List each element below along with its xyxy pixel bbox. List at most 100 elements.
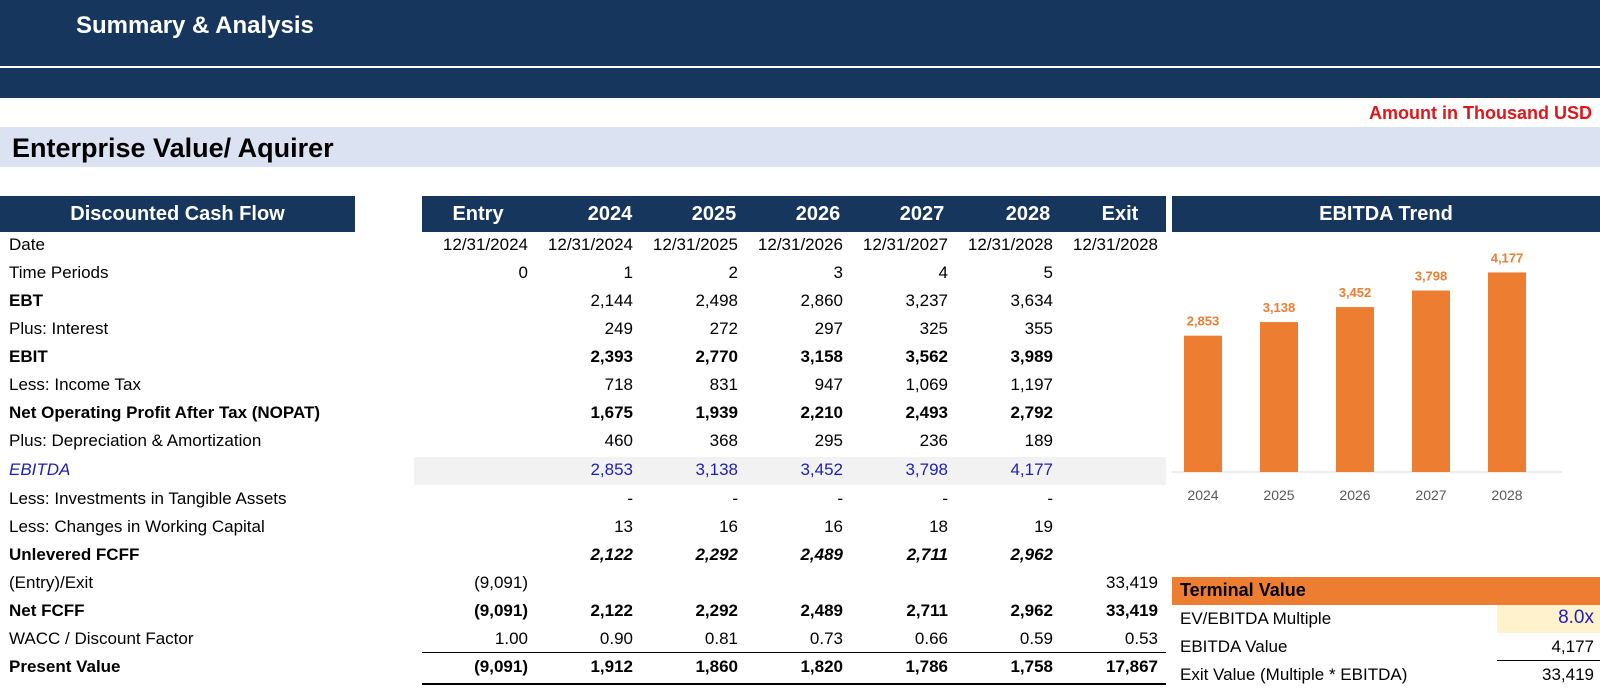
table-cell[interactable]: (9,091) [474,573,528,592]
table-cell[interactable]: 33,419 [1106,573,1158,592]
table-cell[interactable]: 189 [1024,431,1053,450]
table-cell[interactable]: 2,122 [590,545,633,564]
table-cell[interactable]: 2,144 [590,291,633,310]
table-cell[interactable]: - [627,489,633,508]
table-cell[interactable]: 2,122 [590,601,633,620]
table-cell[interactable]: 3,138 [695,460,738,479]
table-cell[interactable]: 1,786 [905,657,948,676]
bar-2025 [1260,322,1298,472]
page-title: Summary & Analysis [76,12,314,39]
table-cell[interactable]: 0.53 [1124,629,1158,648]
table-cell[interactable]: 4 [938,263,948,282]
table-cell[interactable]: 1,197 [1010,375,1053,394]
table-cell[interactable]: 2,711 [906,601,948,620]
table-cell[interactable]: (9,091) [474,601,528,620]
table-cell[interactable]: 1 [623,263,633,282]
table-cell[interactable]: 355 [1024,319,1053,338]
table-cell[interactable]: 3,237 [905,291,948,310]
tv-divider [1497,660,1600,661]
row-label: Plus: Depreciation & Amortization [9,431,262,450]
table-cell[interactable]: 1,675 [590,403,633,422]
table-cell[interactable]: 2,853 [590,460,633,479]
table-cell[interactable]: 0.90 [599,629,633,648]
table-cell[interactable]: 0.66 [914,629,948,648]
multiple-input-cell[interactable] [1497,605,1600,633]
table-cell[interactable]: 236 [919,431,948,450]
table-cell[interactable]: 0.73 [809,629,843,648]
table-row: Present Value (9,091) 1,912 1,860 1,820 1,786… [0,654,1166,682]
table-cell[interactable]: 1,758 [1010,657,1053,676]
table-cell[interactable]: 2,393 [590,347,633,366]
units-note: Amount in Thousand USD [1369,103,1592,123]
table-cell[interactable]: 2,210 [800,403,843,422]
table-cell[interactable]: 3,562 [905,347,948,366]
table-cell[interactable]: 1.00 [494,629,528,648]
table-cell[interactable]: 3,798 [905,460,948,479]
table-cell[interactable]: 325 [919,319,948,338]
table-cell[interactable]: 33,419 [1106,601,1158,620]
table-cell[interactable]: 12/31/2024 [442,235,528,254]
table-cell[interactable]: 947 [814,375,843,394]
table-cell[interactable]: 1,069 [905,375,948,394]
table-cell[interactable]: 16 [719,517,738,536]
table-cell[interactable]: 2,860 [800,291,843,310]
column-header: Entry [452,203,504,225]
table-cell[interactable]: 718 [604,375,633,394]
table-cell[interactable]: 12/31/2028 [1072,235,1158,254]
table-cell[interactable]: 1,860 [695,657,738,676]
table-cell[interactable]: 2,489 [800,545,843,564]
table-cell[interactable]: 12/31/2026 [757,235,843,254]
table-cell[interactable]: 2,489 [800,601,843,620]
table-cell[interactable]: 295 [814,431,843,450]
row-label: Net Operating Profit After Tax (NOPAT) [9,403,321,422]
table-cell[interactable]: 2,962 [1010,601,1053,620]
table-cell[interactable]: - [942,489,948,508]
table-cell[interactable]: 297 [814,319,843,338]
table-cell[interactable]: 3,989 [1010,347,1053,366]
table-cell[interactable]: 18 [929,517,948,536]
table-cell[interactable]: 19 [1034,517,1053,536]
table-cell[interactable]: 2,292 [695,601,738,620]
table-cell[interactable]: 272 [709,319,738,338]
table-cell[interactable]: 2,498 [695,291,738,310]
table-cell[interactable]: 13 [614,517,633,536]
table-cell[interactable]: - [732,489,738,508]
table-cell[interactable]: 12/31/2024 [547,235,633,254]
table-cell[interactable]: 2,493 [905,403,948,422]
table-cell[interactable]: 0.59 [1019,629,1053,648]
column-header: Exit [1101,203,1139,225]
table-cell[interactable]: 12/31/2025 [652,235,738,254]
table-cell[interactable]: - [1047,489,1053,508]
table-cell[interactable]: 3 [833,263,843,282]
table-cell[interactable]: 2 [728,263,738,282]
table-cell[interactable]: 1,912 [590,657,633,676]
table-cell[interactable]: 5 [1043,263,1053,282]
table-cell[interactable]: 12/31/2027 [862,235,948,254]
table-cell[interactable]: 12/31/2028 [967,235,1053,254]
table-cell[interactable]: 16 [824,517,843,536]
table-cell[interactable]: 4,177 [1010,460,1053,479]
table-cell[interactable]: 3,158 [800,347,843,366]
table-cell[interactable]: 460 [604,431,633,450]
table-cell[interactable]: 2,711 [906,545,948,564]
table-cell[interactable]: 2,962 [1010,545,1053,564]
table-cell[interactable]: (9,091) [474,657,528,676]
table-cell[interactable]: 249 [604,319,633,338]
row-label: Less: Income Tax [9,375,141,394]
table-cell[interactable]: - [837,489,843,508]
table-cell[interactable]: 3,452 [800,460,843,479]
table-cell[interactable]: 368 [709,431,738,450]
table-cell[interactable]: 3,634 [1010,291,1053,310]
table-row: Net Operating Profit After Tax (NOPAT) 1,… [0,400,1166,428]
table-cell[interactable]: 0 [518,263,528,282]
tv-multiple-value[interactable]: 8.0x [1558,607,1594,628]
table-cell[interactable]: 2,292 [695,545,738,564]
table-cell[interactable]: 831 [709,375,738,394]
table-cell[interactable]: 2,770 [695,347,738,366]
table-cell[interactable]: 0.81 [704,629,738,648]
table-cell[interactable]: 2,792 [1010,403,1053,422]
table-cell[interactable]: 1,939 [695,403,738,422]
table-cell[interactable]: 17,867 [1106,657,1158,676]
table-cell[interactable]: 1,820 [800,657,843,676]
tv-row-ebitda: EBITDA Value 4,177 [1172,633,1600,661]
